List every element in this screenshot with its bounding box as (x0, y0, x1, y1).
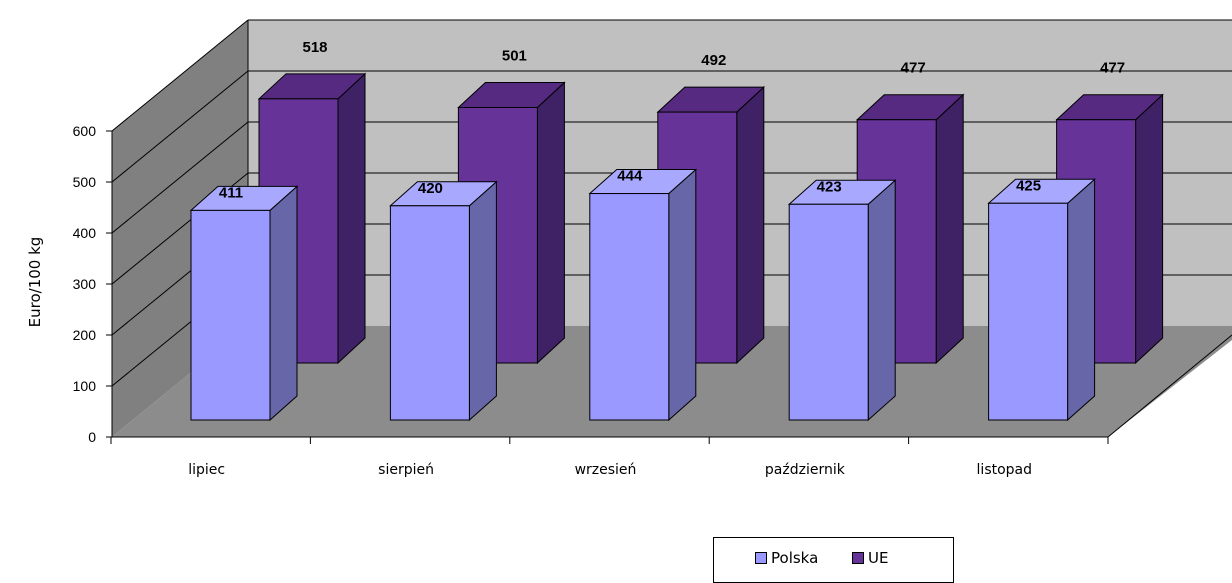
bar-polska-2 (588, 168, 698, 422)
bar-polska-0 (189, 185, 299, 422)
legend-label-ue: UE (868, 549, 889, 567)
y-tick-label: 200 (73, 327, 97, 343)
x-tick-label: sierpień (378, 462, 434, 478)
data-label-ue: 477 (901, 60, 926, 77)
y-tick-label: 0 (88, 429, 96, 445)
data-label-ue: 477 (1100, 60, 1125, 77)
bar-polska-4 (987, 178, 1096, 422)
x-tick-label: lipiec (188, 462, 225, 478)
legend-swatch-ue (852, 552, 864, 564)
gridline-side (111, 121, 249, 234)
x-tick-label: październik (765, 462, 846, 478)
bar-polska-1-side (468, 180, 497, 422)
bars (189, 72, 1164, 422)
bar-polska-4-front (988, 202, 1069, 421)
bar-polska-4-side (1067, 178, 1096, 422)
bar-polska-0-side (269, 185, 298, 422)
legend-item-ue: UE (852, 549, 888, 567)
x-tick-label: wrzesień (575, 462, 637, 478)
y-tick-label: 400 (73, 225, 97, 241)
y-tick-label: 300 (73, 276, 97, 292)
floor-right-edge (1107, 334, 1232, 438)
legend-label-polska: Polska (771, 549, 819, 567)
legend-swatch-polska (755, 552, 767, 564)
gridline-side (111, 70, 249, 183)
data-label-ue: 518 (302, 39, 327, 56)
bar-polska-3-side (867, 179, 896, 422)
data-label-ue: 492 (701, 52, 726, 69)
y-tick-label: 600 (73, 123, 97, 139)
bar-ue-0-side (337, 72, 366, 365)
data-label-polska: 425 (1016, 177, 1041, 194)
data-label-ue: 501 (502, 47, 527, 64)
legend: Polska UE (713, 537, 954, 583)
bar-ue-3-side (935, 93, 964, 365)
gridline-side (111, 19, 249, 132)
legend-item-polska: Polska (755, 549, 818, 567)
x-tick-label: listopad (977, 462, 1032, 478)
y-tick-label: 500 (73, 174, 97, 190)
data-label-polska: 420 (418, 180, 443, 197)
data-label-polska: 423 (817, 178, 842, 195)
axes (106, 19, 1232, 444)
y-tick-label: 100 (73, 378, 97, 394)
bar-polska-1-front (389, 205, 470, 421)
bar-ue-2-side (736, 85, 765, 365)
bar-ue-4-side (1135, 93, 1164, 365)
bar-polska-1 (389, 180, 498, 422)
data-label-polska: 444 (617, 168, 643, 185)
labels: 0 100 200 300 400 500 600 lipiec sierpień wrzesie… (73, 39, 1125, 478)
data-label-polska: 411 (219, 184, 243, 201)
y-axis-label: Euro/100 kg (26, 237, 44, 328)
bar-polska-3 (787, 179, 897, 422)
bar-polska-3-front (788, 203, 869, 421)
bar-polska-0-front (190, 209, 271, 421)
bar-polska-2-side (668, 168, 697, 422)
bar-polska-2-front (589, 193, 670, 421)
bar-ue-1-side (536, 81, 565, 365)
